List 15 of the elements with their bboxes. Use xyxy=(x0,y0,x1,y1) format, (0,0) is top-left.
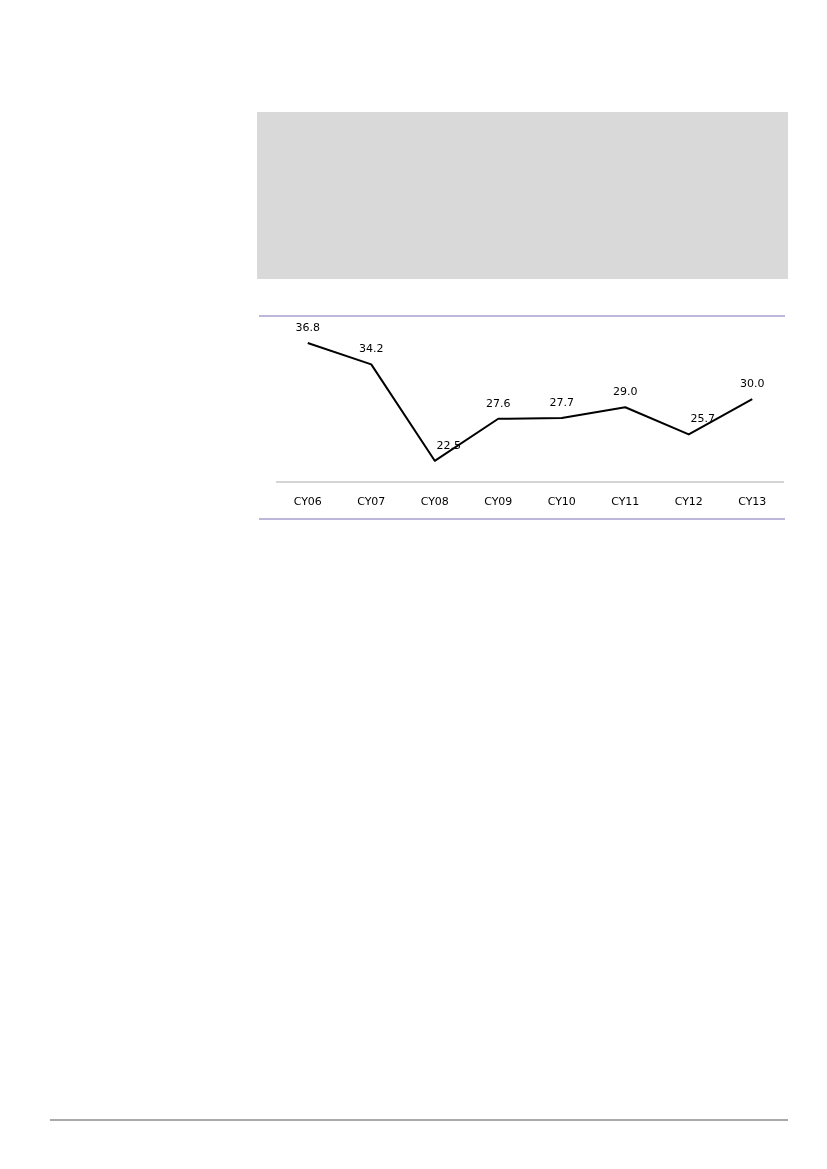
x-tick-label: CY07 xyxy=(357,495,386,508)
data-label: 34.2 xyxy=(359,342,384,356)
data-label: 27.7 xyxy=(549,395,574,409)
x-tick-label: CY08 xyxy=(420,495,449,508)
data-label: 25.7 xyxy=(690,412,715,426)
data-label: 36.8 xyxy=(295,321,320,334)
x-tick-label: CY11 xyxy=(611,495,640,508)
x-tick-label: CY13 xyxy=(738,495,767,508)
x-tick-label: CY09 xyxy=(484,495,513,508)
x-tick-label: CY10 xyxy=(547,495,576,508)
x-tick-label: CY06 xyxy=(293,495,322,508)
data-label: 29.0 xyxy=(613,385,638,399)
data-label: 27.6 xyxy=(486,396,511,410)
x-tick-label: CY12 xyxy=(674,495,703,508)
data-label: 30.0 xyxy=(740,377,765,391)
